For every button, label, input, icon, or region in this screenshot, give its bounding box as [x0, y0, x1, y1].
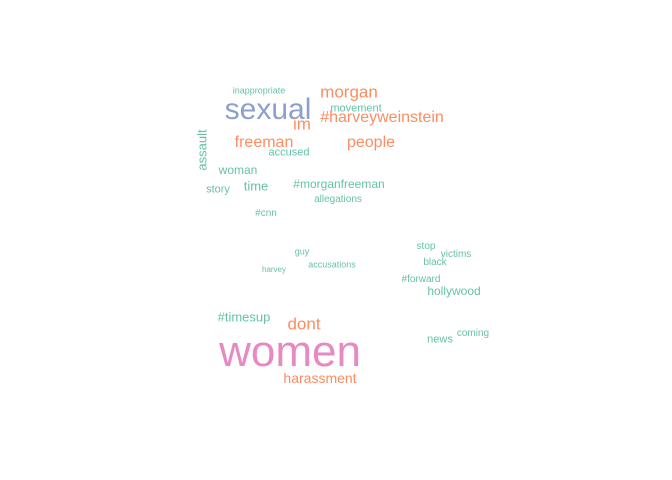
word-movement: movement	[330, 102, 382, 115]
word-sexual: sexual	[224, 93, 312, 126]
word-hollywood: hollywood	[427, 284, 481, 298]
word-women: women	[219, 327, 361, 376]
word-black: black	[423, 257, 447, 268]
word-morgan: morgan	[320, 82, 378, 102]
word-im: im	[293, 114, 311, 134]
word-dont: dont	[287, 314, 321, 334]
word-harassment: harassment	[283, 370, 357, 386]
word-victims: victims	[440, 249, 472, 260]
word-freeman: freeman	[234, 134, 294, 151]
word-woman: woman	[218, 163, 258, 177]
word-news: news	[427, 333, 453, 346]
word-forward: #forward	[401, 274, 441, 285]
word-guy: guy	[294, 246, 310, 257]
word-allegations: allegations	[314, 194, 362, 205]
word-accusations: accusations	[308, 259, 356, 270]
word-story: story	[206, 183, 230, 196]
word-assault: assault	[194, 129, 210, 171]
word-people: people	[346, 134, 396, 151]
word-harvey: harvey	[261, 265, 287, 274]
word-stop: stop	[416, 241, 436, 252]
word-timesup: #timesup	[217, 309, 271, 325]
word-inappropriate: inappropriate	[232, 85, 286, 96]
word-time: time	[243, 178, 269, 194]
word-morganfreeman: #morganfreeman	[293, 177, 385, 191]
word-accused: accused	[268, 146, 310, 159]
word-cnn: #cnn	[255, 208, 277, 219]
word-harveyweinstein: #harveyweinstein	[320, 109, 444, 126]
word-coming: coming	[456, 328, 490, 339]
